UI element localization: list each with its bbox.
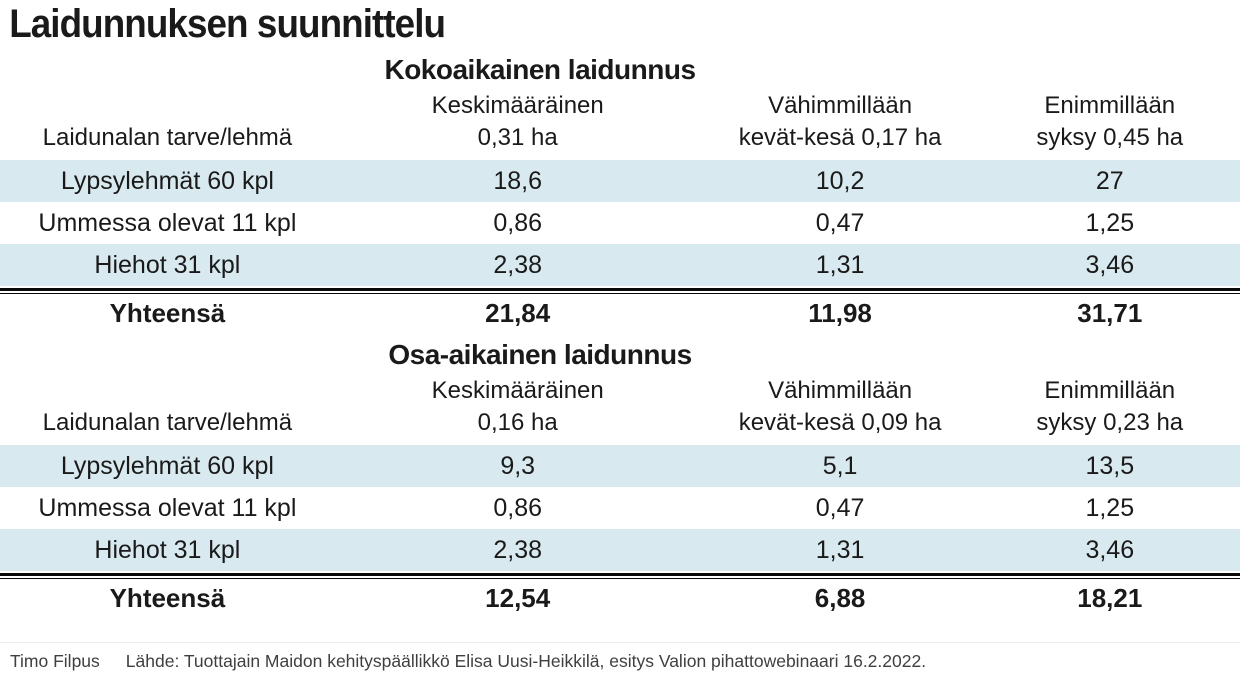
- column-header-line2: kevät-kesä 0,17 ha: [738, 124, 942, 151]
- total-row: Yhteensä 21,84 11,98 31,71: [0, 294, 1240, 332]
- total-label: Yhteensä: [109, 297, 226, 328]
- row-label: Hiehot 31 kpl: [94, 250, 241, 279]
- row-label: Lypsylehmät 60 kpl: [60, 166, 274, 195]
- column-header-maximum: Enimmillään syksy 0,23 ha: [980, 375, 1240, 439]
- cell-value: 0,86: [493, 208, 543, 237]
- table-row: Hiehot 31 kpl 2,38 1,31 3,46: [0, 529, 1240, 571]
- column-header-row-label: Laidunalan tarve/lehmä: [42, 409, 293, 436]
- table-row: Ummessa olevat 11 kpl 0,86 0,47 1,25: [0, 202, 1240, 244]
- section-fulltime-grazing: Kokoaikainen laidunnus Laidunalan tarve/…: [0, 54, 1240, 332]
- cell-value: 2,38: [493, 250, 543, 279]
- row-label: Ummessa olevat 11 kpl: [38, 208, 297, 237]
- cell-value: 3,46: [1085, 535, 1135, 564]
- section-title-fulltime: Kokoaikainen laidunnus: [384, 54, 696, 85]
- column-header-average: Keskimääräinen 0,16 ha: [335, 375, 701, 439]
- total-value: 11,98: [808, 297, 872, 328]
- column-header-row-label: Laidunalan tarve/lehmä: [42, 124, 293, 151]
- section-title-parttime: Osa-aikainen laidunnus: [388, 339, 692, 370]
- cell-value: 0,47: [815, 493, 865, 522]
- credit-bar: Timo Filpus Lähde: Tuottajain Maidon keh…: [0, 642, 1240, 678]
- table-row: Hiehot 31 kpl 2,38 1,31 3,46: [0, 244, 1240, 286]
- column-header-line2: 0,16 ha: [477, 409, 558, 436]
- column-header-line2: syksy 0,45 ha: [1036, 124, 1184, 151]
- cell-value: 3,46: [1085, 250, 1135, 279]
- cell-value: 1,31: [815, 250, 865, 279]
- column-header-line2: 0,31 ha: [477, 124, 558, 151]
- cell-value: 13,5: [1085, 451, 1135, 480]
- cell-value: 27: [1095, 166, 1124, 195]
- column-header-minimum: Vähimmillään kevät-kesä 0,09 ha: [701, 375, 980, 439]
- table-header-row: Laidunalan tarve/lehmä Keskimääräinen 0,…: [0, 371, 1240, 445]
- cell-value: 1,25: [1085, 208, 1135, 237]
- column-header-maximum: Enimmillään syksy 0,45 ha: [980, 90, 1240, 154]
- total-value: 21,84: [485, 297, 551, 328]
- table-row: Lypsylehmät 60 kpl 18,6 10,2 27: [0, 160, 1240, 202]
- column-header-minimum: Vähimmillään kevät-kesä 0,17 ha: [701, 90, 980, 154]
- cell-value: 5,1: [822, 451, 858, 480]
- total-divider-rule: [0, 288, 1240, 294]
- total-value: 12,54: [485, 582, 551, 613]
- section-parttime-grazing: Osa-aikainen laidunnus Laidunalan tarve/…: [0, 339, 1240, 617]
- row-label: Ummessa olevat 11 kpl: [38, 493, 297, 522]
- cell-value: 18,6: [493, 166, 543, 195]
- cell-value: 1,25: [1085, 493, 1135, 522]
- total-label: Yhteensä: [109, 582, 226, 613]
- total-row: Yhteensä 12,54 6,88 18,21: [0, 579, 1240, 617]
- column-header-line1: Keskimääräinen: [431, 92, 604, 119]
- cell-value: 10,2: [815, 166, 865, 195]
- cell-value: 0,47: [815, 208, 865, 237]
- total-value: 31,71: [1077, 297, 1143, 328]
- cell-value: 2,38: [493, 535, 543, 564]
- column-header-line1: Vähimmillään: [768, 377, 913, 404]
- total-value: 18,21: [1077, 582, 1143, 613]
- column-header-line2: kevät-kesä 0,09 ha: [738, 409, 942, 436]
- column-header-line1: Vähimmillään: [768, 92, 913, 119]
- source-credit: Lähde: Tuottajain Maidon kehityspäällikk…: [125, 650, 927, 671]
- cell-value: 1,31: [815, 535, 865, 564]
- row-label: Lypsylehmät 60 kpl: [60, 451, 274, 480]
- column-header-average: Keskimääräinen 0,31 ha: [335, 90, 701, 154]
- total-divider-rule: [0, 573, 1240, 579]
- row-label: Hiehot 31 kpl: [94, 535, 241, 564]
- cell-value: 9,3: [500, 451, 536, 480]
- cell-value: 0,86: [493, 493, 543, 522]
- column-header-line1: Enimmillään: [1044, 92, 1176, 119]
- column-header-line1: Keskimääräinen: [431, 377, 604, 404]
- total-value: 6,88: [814, 582, 866, 613]
- column-header-line1: Enimmillään: [1044, 377, 1176, 404]
- table-row: Lypsylehmät 60 kpl 9,3 5,1 13,5: [0, 445, 1240, 487]
- page-title: Laidunnuksen suunnittelu: [9, 2, 446, 46]
- table-row: Ummessa olevat 11 kpl 0,86 0,47 1,25: [0, 487, 1240, 529]
- table-header-row: Laidunalan tarve/lehmä Keskimääräinen 0,…: [0, 86, 1240, 160]
- column-header-line2: syksy 0,23 ha: [1036, 409, 1184, 436]
- byline: Timo Filpus: [10, 650, 100, 671]
